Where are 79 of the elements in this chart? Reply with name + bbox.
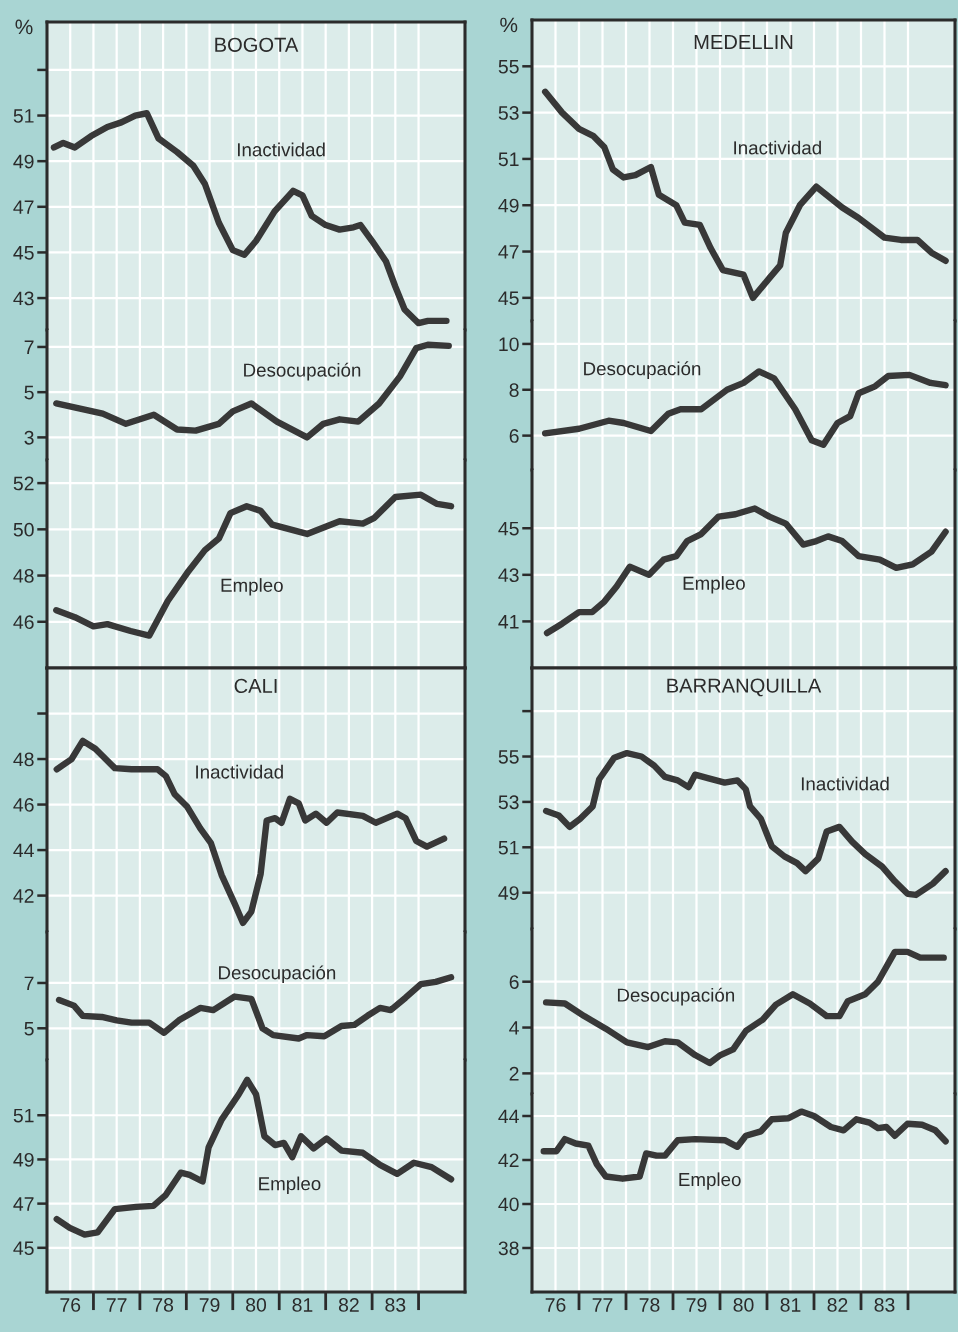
y-tick-label: 49 [13, 1152, 34, 1167]
y-tick-label: 3 [24, 430, 34, 445]
y-tick-label: 2 [509, 1066, 519, 1081]
x-tick-label: 78 [639, 1298, 660, 1312]
x-tick-label: 82 [338, 1298, 359, 1312]
series-label: Inactividad [734, 140, 821, 155]
y-tick-label: 8 [509, 383, 519, 398]
y-tick-label: 45 [498, 521, 519, 536]
y-tick-label: 51 [13, 109, 34, 123]
x-tick-label: 77 [106, 1298, 127, 1312]
y-tick-label: 41 [498, 615, 519, 629]
x-tick-label: 76 [545, 1298, 566, 1312]
y-tick-label: 49 [498, 886, 519, 900]
y-tick-label: 53 [498, 795, 519, 810]
y-tick-label: 43 [498, 568, 519, 583]
y-axis-title: % [15, 19, 33, 35]
y-tick-label: 55 [498, 750, 519, 764]
x-tick-label: 83 [874, 1298, 895, 1312]
y-tick-label: 7 [24, 976, 34, 991]
y-tick-label: 6 [509, 429, 519, 443]
x-tick-label: 78 [153, 1298, 174, 1312]
x-tick-label: 77 [592, 1298, 613, 1312]
text: BOGOTA [215, 37, 299, 52]
x-tick-label: 76 [60, 1298, 81, 1312]
y-tick-label: 49 [13, 154, 34, 169]
y-tick-label: 51 [13, 1108, 34, 1123]
y-tick-label: 49 [498, 198, 519, 213]
text: Inactividad [801, 776, 889, 791]
y-tick-label: 45 [498, 291, 519, 306]
y-tick-label: 42 [498, 1153, 519, 1168]
y-tick-label: 46 [13, 798, 34, 812]
series-label: Empleo [221, 578, 283, 596]
y-tick-label: 47 [498, 245, 519, 259]
series-label: Empleo [259, 1176, 321, 1195]
y-tick-label: 7 [24, 340, 34, 354]
y-tick-label: 42 [13, 889, 34, 903]
y-tick-label: 38 [498, 1241, 519, 1256]
x-tick-label: 81 [780, 1298, 801, 1312]
series-label: Desocupación [584, 361, 701, 380]
y-tick-label: 5 [24, 385, 34, 400]
x-tick-label: 79 [686, 1298, 707, 1312]
y-tick-label: 46 [13, 615, 34, 630]
text: Inactividad [237, 142, 325, 157]
chart-title: BARRANQUILLA [667, 678, 822, 697]
series-label: Inactividad [196, 764, 283, 779]
y-tick-label: 48 [13, 569, 34, 583]
y-tick-label: 43 [13, 291, 34, 306]
y-tick-label: 45 [13, 1241, 34, 1256]
y-tick-label: 51 [498, 152, 519, 167]
series-label: Empleo [679, 1172, 741, 1190]
chart-title: CALI [234, 678, 277, 694]
text: MEDELLIN [694, 35, 793, 49]
y-tick-label: 4 [509, 1021, 519, 1035]
y-tick-label: 47 [13, 1197, 34, 1211]
x-tick-label: 80 [246, 1298, 267, 1312]
x-tick-label: 83 [385, 1298, 406, 1312]
series-label: Empleo [683, 576, 745, 594]
y-tick-label: 50 [13, 522, 34, 537]
y-axis-title: % [500, 17, 518, 33]
y-tick-label: 44 [498, 1109, 519, 1124]
y-tick-label: 40 [498, 1197, 519, 1212]
x-tick-label: 81 [292, 1298, 313, 1312]
y-tick-label: 48 [13, 752, 34, 767]
series-label: Desocupación [219, 965, 336, 984]
series-label: Desocupación [244, 362, 361, 381]
x-tick-label: 79 [199, 1298, 220, 1312]
y-tick-label: 5 [24, 1021, 34, 1036]
y-tick-label: 55 [498, 59, 519, 74]
y-tick-label: 6 [509, 975, 519, 989]
y-tick-label: 47 [13, 200, 34, 214]
x-tick-label: 80 [733, 1298, 754, 1312]
y-tick-label: 51 [498, 840, 519, 855]
y-tick-label: 52 [13, 476, 34, 491]
y-tick-label: 45 [13, 246, 34, 260]
y-tick-label: 10 [499, 337, 519, 352]
y-tick-label: 44 [13, 843, 34, 858]
x-tick-label: 82 [827, 1298, 848, 1312]
series-label: Desocupación [617, 987, 735, 1006]
y-tick-label: 53 [498, 106, 519, 120]
